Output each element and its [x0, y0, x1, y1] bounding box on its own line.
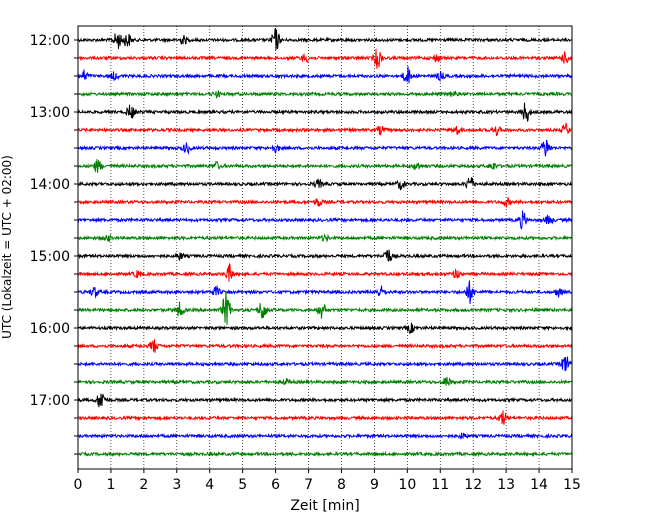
trace-row	[77, 177, 573, 191]
trace-row	[77, 102, 573, 122]
y-axis: 12:00 13:00 14:00 15:00 16:00 17:00	[30, 33, 78, 455]
x-tick-label: 11	[431, 477, 449, 493]
x-tick-label: 12	[464, 477, 482, 493]
trace-row	[77, 139, 573, 157]
x-tick-label: 3	[172, 477, 181, 493]
x-tick-label: 8	[337, 477, 346, 493]
trace-row	[77, 233, 573, 243]
y-tick-label: 17:00	[30, 393, 70, 409]
trace-row	[77, 432, 573, 440]
trace-row	[77, 121, 573, 137]
x-tick-label: 15	[563, 477, 581, 493]
x-axis: 0 1 2 3 4 5 6 7 8 9 10 11 12 13 14 15	[74, 469, 581, 493]
x-tick-label: 7	[304, 477, 313, 493]
y-tick-label: 13:00	[30, 105, 70, 121]
x-tick-label: 4	[205, 477, 214, 493]
trace-row	[77, 376, 573, 386]
x-tick-label: 0	[74, 477, 83, 493]
x-axis-label: Zeit [min]	[290, 498, 359, 514]
x-tick-label: 1	[106, 477, 115, 493]
trace-row	[77, 89, 573, 99]
trace-row	[77, 290, 573, 325]
trace-row	[77, 159, 573, 174]
y-tick-label: 12:00	[30, 33, 70, 49]
x-tick-label: 10	[398, 477, 416, 493]
trace-row	[77, 339, 573, 353]
x-tick-label: 6	[271, 477, 280, 493]
trace-row	[77, 322, 573, 335]
trace-row	[77, 249, 573, 262]
y-tick-label: 14:00	[30, 177, 70, 193]
trace-row	[77, 450, 573, 458]
trace-row	[77, 66, 573, 84]
trace-row	[77, 196, 573, 208]
trace-row	[77, 356, 573, 372]
y-tick-label: 16:00	[30, 321, 70, 337]
grid-lines	[110, 26, 540, 469]
x-tick-label: 14	[530, 477, 548, 493]
y-axis-label: UTC (Lokalzeit = UTC + 02:00)	[0, 155, 14, 339]
seismic-traces	[77, 27, 573, 458]
trace-row	[77, 48, 573, 69]
plot-frame	[77, 25, 573, 470]
trace-row	[77, 210, 573, 230]
trace-row	[77, 262, 573, 282]
trace-row	[77, 410, 573, 425]
x-tick-label: 13	[497, 477, 515, 493]
y-tick-label: 15:00	[30, 249, 70, 265]
x-tick-label: 9	[370, 477, 379, 493]
trace-row	[77, 280, 573, 304]
trace-row	[77, 27, 573, 51]
x-tick-label: 2	[139, 477, 148, 493]
x-tick-label: 5	[238, 477, 247, 493]
trace-row	[77, 393, 573, 408]
